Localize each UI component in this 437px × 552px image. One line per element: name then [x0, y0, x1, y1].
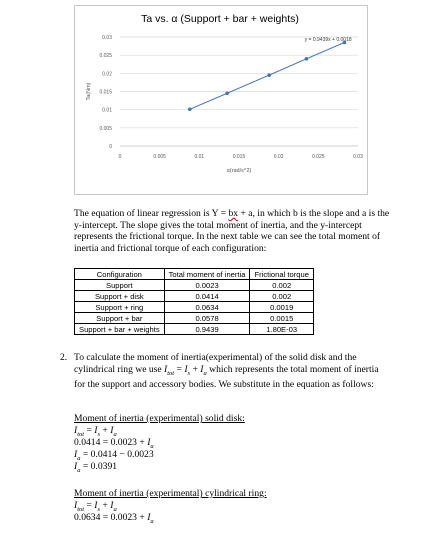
data-point [267, 73, 271, 77]
table-row: Support + disk 0.0414 0.002 [74, 290, 314, 302]
x-tick-label: 0.03 [353, 154, 363, 160]
data-point [304, 57, 309, 61]
item-number: 2. [60, 352, 68, 363]
data-point [188, 107, 192, 112]
table-row: Support + ring 0.0634 0.0019 [74, 301, 314, 313]
data-point [342, 40, 347, 45]
table-row: Support + bar + weights 0.9439 1.80E-03 [74, 323, 314, 335]
y-tick-label: 0 [109, 144, 112, 150]
disk-heading: Moment of inertia (experimental) solid d… [74, 413, 245, 424]
y-tick-label: 0.02 [102, 71, 112, 77]
y-tick-label: 0.01 [102, 108, 112, 114]
disk-equation-4: Ia = 0.0391 [74, 461, 118, 474]
y-tick-label: 0.025 [99, 53, 112, 59]
ring-equation-2: 0.0634 = 0.0023 + Ia [74, 512, 154, 525]
x-tick-label: 0.025 [312, 154, 325, 160]
series-line [189, 42, 345, 110]
item-text: To calculate the moment of inertia(exper… [74, 352, 379, 391]
chart-title: Ta vs. α (Support + bar + weights) [141, 13, 299, 25]
y-tick-label: 0.005 [99, 126, 112, 132]
table-header-row: Configuration Total moment of inertia Fr… [74, 268, 314, 280]
x-tick-label: 0.01 [194, 154, 204, 160]
y-tick-label: 0.03 [102, 35, 112, 41]
x-tick-label: 0.02 [274, 154, 284, 160]
x-axis-label: α(rad/s^2) [227, 168, 252, 174]
regression-paragraph: The equation of linear regression is Y =… [74, 208, 390, 254]
ring-equation-1: Itot = Is + Ia [74, 500, 117, 513]
disk-equation-1: Itot = Is + Ia [74, 425, 117, 438]
ring-heading: Moment of inertia (experimental) cylindr… [74, 488, 267, 499]
disk-equation-2: 0.0414 = 0.0023 + Ia [74, 437, 154, 450]
x-tick-label: 0 [119, 154, 122, 160]
x-tick-label: 0.005 [153, 154, 166, 160]
y-tick-label: 0.015 [99, 90, 112, 96]
header-frictional-torque: Frictional torque [249, 268, 314, 280]
x-tick-label: 0.015 [233, 154, 246, 160]
table-row: Support + bar 0.0578 0.0015 [74, 312, 314, 324]
header-total-moment: Total moment of inertia [163, 268, 251, 280]
trendline-equation: y = 0.9439x + 0.0018 [305, 37, 352, 43]
table-row: Support 0.0023 0.002 [74, 279, 314, 291]
scatter-chart: 0 0.005 0.01 0.015 0.02 0.025 0.03 0 0.005 0.01 0.… [86, 35, 363, 174]
disk-equation-3: Ia = 0.0414 − 0.0023 [74, 449, 154, 462]
inertia-table: Configuration Total moment of inertia Fr… [74, 268, 314, 335]
data-point [225, 91, 229, 96]
header-configuration: Configuration [74, 268, 165, 280]
y-axis-label: Ta(Nm) [86, 82, 92, 100]
